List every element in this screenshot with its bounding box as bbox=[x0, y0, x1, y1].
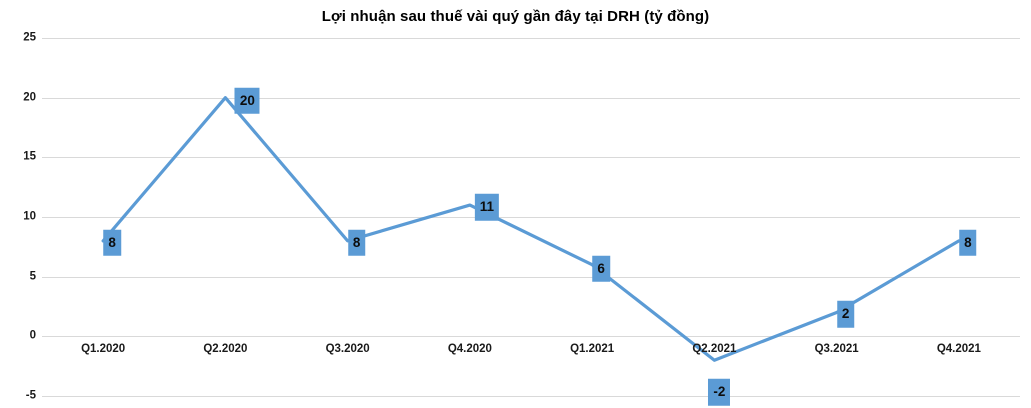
x-axis-tick-label: Q1.2020 bbox=[81, 343, 126, 355]
x-axis-tick-label: Q4.2021 bbox=[936, 343, 981, 355]
data-point-label: 8 bbox=[959, 229, 977, 257]
y-axis-tick-label: -5 bbox=[25, 389, 36, 402]
y-axis-tick-label: 25 bbox=[23, 31, 36, 44]
data-point-label: -2 bbox=[708, 378, 731, 406]
x-axis-tick-label: Q2.2020 bbox=[203, 343, 248, 355]
series-line-profit bbox=[101, 96, 961, 362]
x-axis-tick-label: Q2.2021 bbox=[692, 343, 737, 355]
y-axis-tick-label: 0 bbox=[29, 329, 36, 342]
gridline bbox=[42, 336, 1020, 337]
gridline bbox=[42, 98, 1020, 99]
chart-title: Lợi nhuận sau thuế vài quý gần đây tại D… bbox=[321, 8, 710, 25]
y-axis-tick-label: 20 bbox=[23, 90, 36, 103]
data-point-label: 6 bbox=[592, 255, 610, 282]
data-point-label: 8 bbox=[347, 229, 366, 257]
data-point-label: 8 bbox=[103, 229, 121, 257]
line-series-svg bbox=[101, 96, 961, 362]
y-axis-tick-label: 5 bbox=[29, 269, 36, 282]
y-axis-tick-label: 10 bbox=[23, 210, 36, 223]
x-axis-tick-labels: Q1.2020 Q2.2020 Q3.2020 Q4.2020 Q1.2021 Q2.20… bbox=[42, 343, 1020, 364]
x-axis-tick-label: Q3.2020 bbox=[325, 343, 370, 355]
gridline bbox=[42, 157, 1020, 158]
gridline bbox=[42, 277, 1020, 278]
gridline bbox=[42, 217, 1020, 218]
y-axis-tick-labels: 25 20 15 10 5 0 -5 bbox=[0, 32, 36, 401]
y-axis-tick-label: 15 bbox=[23, 150, 36, 163]
plot-area: 8 20 8 11 6 -2 2 8 bbox=[42, 38, 1020, 406]
data-point-label: 20 bbox=[234, 87, 260, 114]
data-point-label: 11 bbox=[474, 193, 500, 221]
x-axis-tick-label: Q4.2020 bbox=[447, 343, 492, 355]
x-axis-tick-label: Q1.2021 bbox=[570, 343, 615, 355]
gridline bbox=[42, 38, 1020, 39]
data-point-label: 2 bbox=[836, 301, 855, 328]
gridline bbox=[42, 396, 1020, 397]
x-axis-tick-label: Q3.2021 bbox=[814, 343, 859, 355]
